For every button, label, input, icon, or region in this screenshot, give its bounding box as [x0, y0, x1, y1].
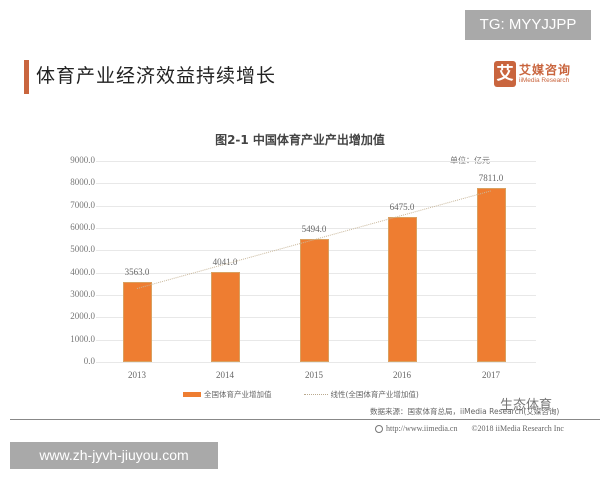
chart-unit: 单位：亿元 — [450, 155, 490, 166]
bar-value-label: 3563.0 — [124, 267, 150, 278]
bar-2014 — [211, 271, 240, 362]
globe-icon — [375, 424, 383, 433]
y-tick-label: 9000.0 — [70, 155, 95, 165]
bar-2016 — [388, 217, 417, 362]
bar-value-label: 6475.0 — [389, 202, 415, 213]
gridline — [96, 183, 536, 185]
legend-series-label: 全国体育产业增加值 — [204, 390, 272, 399]
x-tick-label: 2016 — [393, 370, 411, 380]
footer-copyright: ©2018 iiMedia Research Inc — [471, 424, 564, 433]
x-tick-label: 2014 — [216, 370, 234, 380]
gridline — [96, 205, 536, 207]
chart-title: 图2-1 中国体育产业产出增加值 — [215, 133, 385, 147]
bar-2013 — [123, 282, 152, 362]
gridline — [96, 228, 536, 229]
gridline — [96, 161, 536, 162]
y-tick-label: 2000.0 — [70, 311, 95, 322]
footer-divider — [10, 419, 600, 420]
logo-name-en: iiMedia Research — [519, 77, 570, 84]
site-watermark: www.zh-jyvh-jiuyou.com — [10, 442, 218, 469]
footer: http://www.iimedia.cn ©2018 iiMedia Rese… — [375, 424, 564, 433]
legend-trendline-icon — [303, 394, 328, 395]
gridline — [96, 362, 536, 363]
y-tick-label: 1000.0 — [70, 333, 95, 344]
y-tick-label: 8000.0 — [70, 177, 95, 188]
bar-2017 — [477, 187, 506, 362]
imedia-logo: 艾 艾媒咨询 iiMedia Research — [494, 61, 571, 87]
logo-mark-icon: 艾 — [494, 61, 516, 87]
bar-value-label: 5494.0 — [301, 224, 327, 235]
y-tick-label: 0.0 — [83, 356, 95, 366]
y-tick-label: 6000.0 — [70, 222, 95, 232]
logo-name-cn: 艾媒咨询 — [519, 63, 572, 77]
legend-trendline-label: 线性(全国体育产业增加值) — [330, 390, 419, 399]
page-title: 体育产业经济效益持续增长 — [36, 65, 277, 87]
footer-url[interactable]: http://www.iimedia.cn — [386, 424, 458, 433]
y-tick-label: 7000.0 — [70, 199, 95, 210]
legend-bar-swatch-icon — [183, 392, 201, 397]
y-tick-label: 3000.0 — [70, 289, 95, 299]
y-tick-label: 4000.0 — [70, 266, 95, 277]
data-source: 数据来源：国家体育总局，iiMedia Research(艾媒咨询) — [370, 407, 560, 416]
bar-value-label: 4041.0 — [212, 256, 238, 267]
wechat-watermark: 生态体育 — [500, 398, 553, 413]
bar-2015 — [300, 239, 329, 362]
x-tick-label: 2017 — [482, 370, 500, 380]
y-tick-label: 5000.0 — [70, 244, 95, 255]
x-tick-label: 2015 — [305, 370, 323, 380]
chart-legend: 全国体育产业增加值 线性(全国体育产业增加值) — [183, 389, 419, 400]
tg-watermark: TG: MYYJJPP — [465, 10, 591, 40]
title-accent-bar — [24, 60, 29, 94]
bar-value-label: 7811.0 — [478, 172, 504, 183]
x-tick-label: 2013 — [128, 370, 146, 380]
